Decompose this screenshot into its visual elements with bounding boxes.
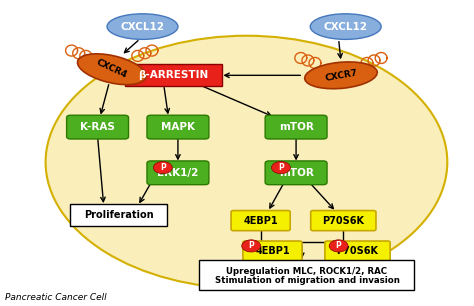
Ellipse shape <box>46 36 447 289</box>
Text: P70S6K: P70S6K <box>337 246 379 256</box>
FancyBboxPatch shape <box>325 241 390 261</box>
Text: P: P <box>336 241 341 250</box>
Text: P: P <box>278 163 284 172</box>
FancyBboxPatch shape <box>147 115 209 139</box>
Ellipse shape <box>107 14 178 39</box>
Ellipse shape <box>305 62 377 89</box>
FancyBboxPatch shape <box>147 161 209 185</box>
Text: P: P <box>160 163 166 172</box>
Text: P: P <box>248 241 254 250</box>
Circle shape <box>272 162 291 174</box>
Text: CXCL12: CXCL12 <box>120 22 164 32</box>
Text: CXCL12: CXCL12 <box>324 22 368 32</box>
FancyBboxPatch shape <box>243 241 302 261</box>
Text: Pancreatic Cancer Cell: Pancreatic Cancer Cell <box>5 293 107 302</box>
Text: mTOR: mTOR <box>279 122 313 132</box>
Text: CXCR4: CXCR4 <box>95 58 128 80</box>
FancyBboxPatch shape <box>265 115 327 139</box>
Text: 4EBP1: 4EBP1 <box>255 246 290 256</box>
Text: P70S6K: P70S6K <box>322 216 365 226</box>
Text: CXCR7: CXCR7 <box>324 68 358 83</box>
Text: K-RAS: K-RAS <box>80 122 115 132</box>
Circle shape <box>329 240 348 252</box>
FancyBboxPatch shape <box>199 260 414 290</box>
FancyBboxPatch shape <box>71 204 167 226</box>
Ellipse shape <box>310 14 381 39</box>
FancyBboxPatch shape <box>311 211 376 231</box>
FancyBboxPatch shape <box>67 115 128 139</box>
Circle shape <box>154 162 172 174</box>
Text: MAPK: MAPK <box>161 122 195 132</box>
FancyBboxPatch shape <box>265 161 327 185</box>
FancyBboxPatch shape <box>125 64 222 86</box>
Ellipse shape <box>77 54 146 85</box>
Text: Proliferation: Proliferation <box>84 211 154 220</box>
FancyBboxPatch shape <box>231 211 290 231</box>
Text: mTOR: mTOR <box>279 168 313 178</box>
Text: ERK1/2: ERK1/2 <box>157 168 199 178</box>
Text: Stimulation of migration and invasion: Stimulation of migration and invasion <box>215 276 400 285</box>
Text: 4EBP1: 4EBP1 <box>243 216 278 226</box>
Circle shape <box>242 240 261 252</box>
Text: Upregulation MLC, ROCK1/2, RAC: Upregulation MLC, ROCK1/2, RAC <box>227 267 387 276</box>
Text: β-ARRESTIN: β-ARRESTIN <box>138 70 208 80</box>
